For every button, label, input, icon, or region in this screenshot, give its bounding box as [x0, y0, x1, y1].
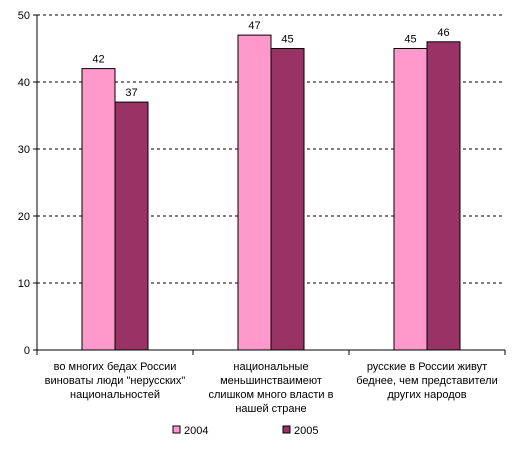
category-label: других народов: [387, 389, 466, 401]
y-tick-label: 20: [18, 211, 30, 223]
data-label: 47: [248, 20, 260, 32]
bar-2005: [114, 101, 149, 351]
legend-label: 2005: [294, 425, 318, 437]
category-label: нашей стране: [235, 403, 306, 415]
y-tick-label: 30: [18, 144, 30, 156]
data-label: 42: [92, 54, 104, 66]
data-label: 37: [125, 87, 137, 99]
y-tick-label: 40: [18, 77, 30, 89]
category-label: слишком много власти в: [209, 389, 334, 401]
legend-label: 2004: [184, 425, 208, 437]
bar-2004: [237, 34, 272, 351]
data-label: 45: [404, 34, 416, 46]
y-tick-label: 0: [24, 345, 30, 357]
legend-swatch: [172, 425, 181, 434]
category-label: национальные: [233, 361, 308, 373]
category-label: национальностей: [70, 389, 160, 401]
category-label: во многих бедах России: [54, 361, 177, 373]
category-label: русские в России живут: [367, 361, 487, 373]
bar-2004: [393, 48, 428, 351]
legend-swatch: [282, 425, 291, 434]
y-tick-label: 50: [18, 10, 30, 22]
category-label: виноваты люди "нерусских": [45, 375, 186, 387]
y-tick-label: 10: [18, 278, 30, 290]
data-label: 45: [281, 34, 293, 46]
data-label: 46: [437, 27, 449, 39]
bar-2005: [270, 48, 305, 351]
category-label: беднее, чем представители: [356, 375, 497, 387]
bar-2005: [426, 41, 461, 351]
category-label: меньшинстваимеют: [220, 375, 322, 387]
bar-2004: [81, 68, 116, 351]
